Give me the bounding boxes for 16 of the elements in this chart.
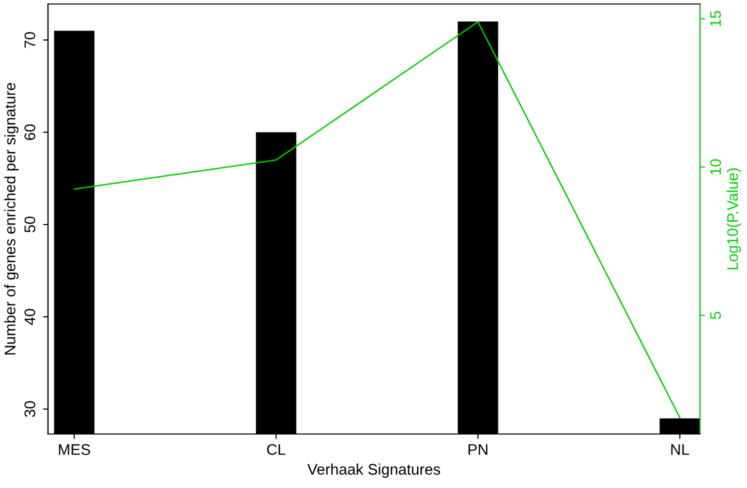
y-axis-title: Number of genes enriched per signature [4, 82, 18, 354]
y-tick-label: 30 [24, 401, 36, 417]
line-series [74, 21, 681, 418]
y-tick-label: 60 [24, 124, 36, 140]
x-tick-label: NL [671, 444, 690, 455]
y2-tick-label: 5 [710, 312, 721, 320]
y2-tick-label: 15 [710, 10, 721, 26]
y2-axis-title: Log10(P.Value) [726, 168, 741, 270]
y-tick-label: 50 [24, 216, 36, 232]
y-tick-label: 40 [24, 308, 36, 325]
y-tick-label: 70 [24, 32, 36, 48]
x-axis-title: Verhaak Signatures [307, 464, 440, 478]
x-tick-label: MES [58, 444, 90, 455]
x-tick-label: PN [468, 444, 488, 455]
x-tick-label: CL [267, 444, 286, 455]
y2-tick-label: 10 [710, 159, 721, 174]
